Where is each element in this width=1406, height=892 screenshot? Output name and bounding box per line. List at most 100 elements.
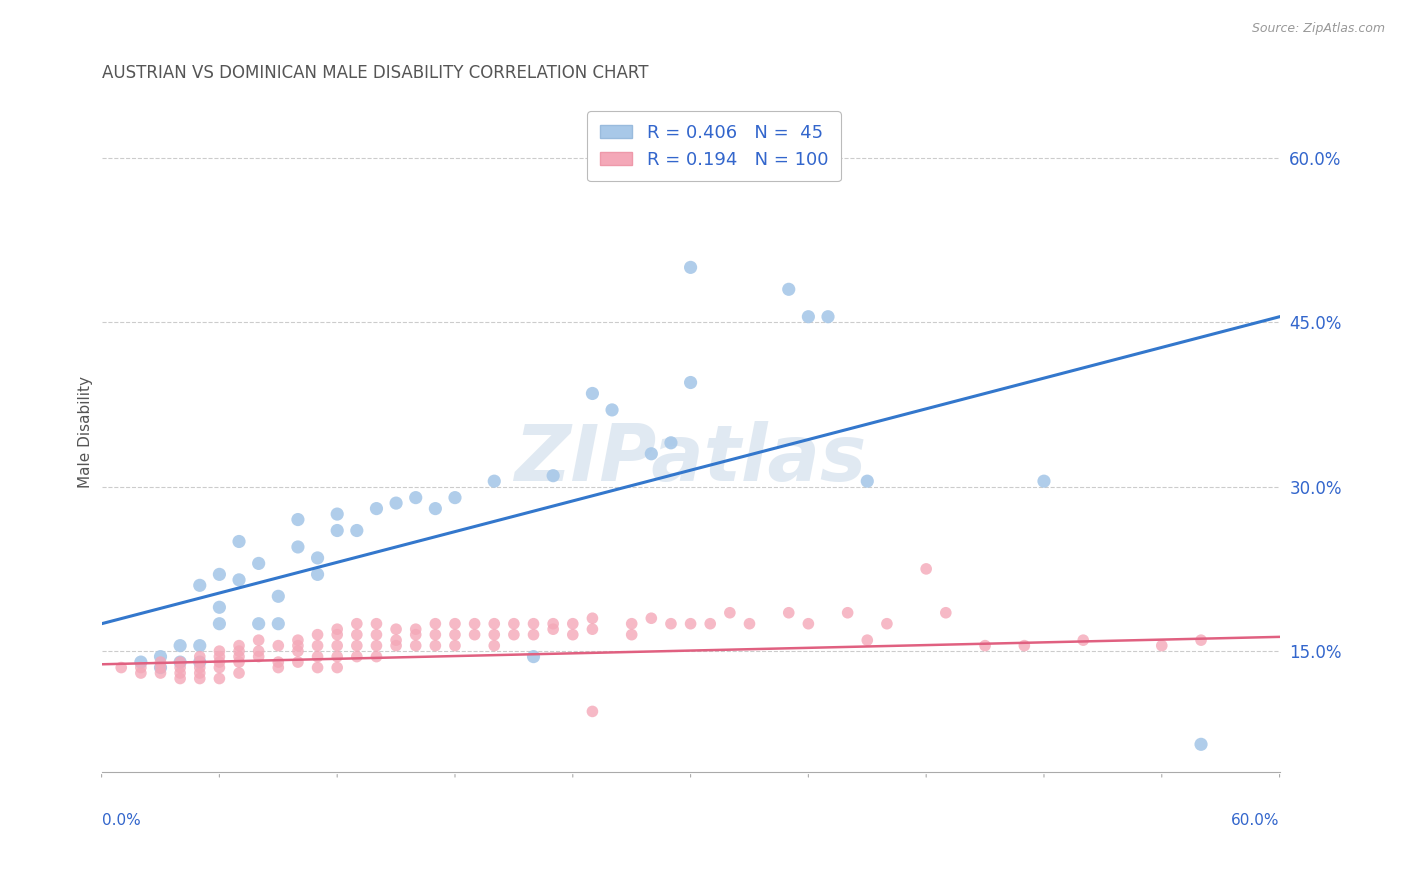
Point — [974, 639, 997, 653]
Point — [640, 447, 662, 461]
Point — [659, 435, 682, 450]
Point — [385, 496, 408, 510]
Point — [522, 649, 544, 664]
Point — [915, 562, 938, 576]
Point — [129, 666, 152, 681]
Point — [346, 639, 368, 653]
Point — [502, 628, 524, 642]
Point — [541, 622, 564, 636]
Point — [837, 606, 859, 620]
Point — [169, 655, 191, 669]
Point — [149, 660, 172, 674]
Point — [778, 282, 800, 296]
Point — [326, 649, 349, 664]
Point — [287, 655, 309, 669]
Point — [718, 151, 741, 165]
Point — [346, 628, 368, 642]
Point — [541, 468, 564, 483]
Point — [405, 639, 427, 653]
Point — [405, 491, 427, 505]
Point — [1189, 737, 1212, 751]
Point — [856, 633, 879, 648]
Point — [208, 644, 231, 658]
Text: Source: ZipAtlas.com: Source: ZipAtlas.com — [1251, 22, 1385, 36]
Point — [129, 655, 152, 669]
Point — [307, 567, 329, 582]
Point — [228, 573, 250, 587]
Point — [287, 540, 309, 554]
Point — [247, 649, 270, 664]
Legend: R = 0.406   N =  45, R = 0.194   N = 100: R = 0.406 N = 45, R = 0.194 N = 100 — [588, 112, 841, 181]
Point — [366, 649, 388, 664]
Point — [208, 672, 231, 686]
Point — [620, 628, 643, 642]
Point — [679, 376, 702, 390]
Point — [267, 590, 290, 604]
Text: ZIPatlas: ZIPatlas — [515, 421, 866, 497]
Point — [366, 616, 388, 631]
Point — [856, 474, 879, 488]
Point — [228, 639, 250, 653]
Point — [188, 660, 211, 674]
Point — [778, 606, 800, 620]
Point — [522, 616, 544, 631]
Point — [208, 600, 231, 615]
Point — [561, 628, 583, 642]
Point — [385, 633, 408, 648]
Point — [600, 403, 623, 417]
Point — [188, 655, 211, 669]
Point — [287, 633, 309, 648]
Point — [581, 622, 603, 636]
Point — [484, 628, 506, 642]
Point — [169, 655, 191, 669]
Point — [797, 616, 820, 631]
Point — [326, 524, 349, 538]
Point — [1014, 639, 1036, 653]
Point — [405, 628, 427, 642]
Point — [307, 639, 329, 653]
Point — [738, 616, 761, 631]
Point — [1033, 474, 1056, 488]
Point — [502, 616, 524, 631]
Text: 60.0%: 60.0% — [1232, 813, 1279, 828]
Point — [640, 611, 662, 625]
Point — [444, 628, 467, 642]
Point — [679, 260, 702, 275]
Point — [149, 660, 172, 674]
Point — [346, 649, 368, 664]
Point — [307, 660, 329, 674]
Point — [267, 616, 290, 631]
Point — [208, 660, 231, 674]
Point — [1071, 633, 1094, 648]
Point — [876, 616, 898, 631]
Point — [484, 639, 506, 653]
Point — [228, 649, 250, 664]
Point — [188, 639, 211, 653]
Point — [326, 660, 349, 674]
Point — [208, 655, 231, 669]
Text: AUSTRIAN VS DOMINICAN MALE DISABILITY CORRELATION CHART: AUSTRIAN VS DOMINICAN MALE DISABILITY CO… — [101, 64, 648, 82]
Point — [797, 310, 820, 324]
Point — [110, 660, 132, 674]
Point — [287, 512, 309, 526]
Point — [522, 628, 544, 642]
Point — [718, 606, 741, 620]
Point — [699, 616, 721, 631]
Point — [561, 616, 583, 631]
Point — [425, 628, 447, 642]
Point — [326, 507, 349, 521]
Point — [444, 616, 467, 631]
Point — [1150, 639, 1173, 653]
Point — [247, 557, 270, 571]
Point — [267, 655, 290, 669]
Point — [307, 628, 329, 642]
Point — [366, 639, 388, 653]
Point — [129, 660, 152, 674]
Point — [149, 666, 172, 681]
Point — [817, 310, 839, 324]
Point — [188, 666, 211, 681]
Point — [659, 616, 682, 631]
Point — [287, 644, 309, 658]
Point — [425, 616, 447, 631]
Point — [484, 474, 506, 488]
